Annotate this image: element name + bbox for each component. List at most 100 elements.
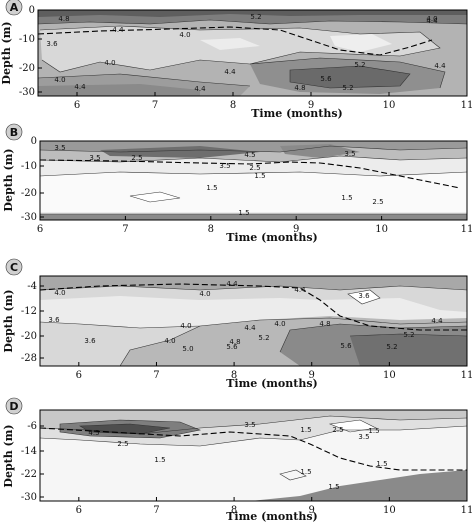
x-tick-label: 11	[461, 224, 474, 235]
contour-label: 1.5	[368, 427, 379, 435]
contour-label: 4.8	[58, 15, 69, 23]
y-axis-label-a: Depth (m)	[0, 21, 13, 84]
contour-labels-a: 4.8 5.2 4.04.44.04.43.64.04.45.25.65.24.84…	[46, 13, 446, 93]
y-tick-label: -22	[21, 469, 37, 480]
contour-label: 2.5	[249, 164, 260, 172]
y-axis-label-c: Depth (m)	[2, 289, 15, 352]
contour-label: 5.0	[182, 345, 193, 353]
panel-label-badge-d	[5, 397, 23, 415]
contour-label: 4.4	[194, 85, 206, 93]
x-ticks-b: 6 7 8 9 10 11	[37, 216, 474, 235]
y-tick-label: -12	[21, 306, 37, 317]
contour-label: 3.5	[344, 150, 355, 158]
panel-label-c: C	[10, 261, 18, 274]
y-tick-label: -4	[27, 281, 37, 292]
contour-label: 3.6	[358, 292, 370, 300]
x-tick-label: 10	[383, 505, 396, 516]
contour-label: 1.5	[300, 426, 311, 434]
x-tick-label: 10	[383, 370, 396, 381]
contour-label: 5.6	[320, 75, 332, 83]
contour-label: 5.6	[226, 343, 238, 351]
y-ticks-b: 0 -10 -20 -30	[21, 136, 44, 223]
x-tick-label: 7	[122, 224, 128, 235]
contour-label: 4.0	[104, 59, 115, 67]
contour-label: 4.8	[319, 320, 330, 328]
contour-label: 1.5	[238, 209, 249, 217]
y-tick-label: -20	[21, 188, 37, 199]
x-tick-label: 10	[375, 224, 388, 235]
x-tick-label: 8	[208, 224, 214, 235]
contour-label: 3.6	[84, 337, 96, 345]
contour-label: 1.5	[206, 184, 217, 192]
x-axis-label-c: Time (months)	[226, 377, 318, 390]
x-tick-label: 7	[152, 100, 158, 111]
x-tick-label: 7	[153, 370, 159, 381]
contour-label: 3.5	[244, 421, 255, 429]
x-ticks-d: 6 7 8 9 10 11	[76, 497, 474, 516]
x-tick-label: 11	[461, 505, 474, 516]
contour-label: 3.5	[54, 144, 65, 152]
y-tick-label: -30	[21, 212, 37, 223]
y-tick-label: -30	[21, 492, 37, 503]
x-tick-label: 9	[308, 100, 314, 111]
contour-label: 5.2	[403, 331, 414, 339]
panel-a: 4.8 5.2 4.04.44.04.43.64.04.45.25.65.24.84…	[0, 0, 473, 120]
panel-label-badge-b	[5, 123, 23, 141]
contour-label: 2.5	[332, 426, 343, 434]
contour-label: 2.5	[131, 154, 142, 162]
contour-label: 1.5	[341, 194, 352, 202]
contour-label: 3.5	[219, 162, 230, 170]
contour-label: 3.5	[89, 154, 100, 162]
contour-label: 4.0	[180, 322, 191, 330]
y-tick-label: -10	[21, 161, 37, 172]
contour-labels-d: 3.54.52.52.53.51.51.51.51.51.51.5	[88, 421, 387, 491]
y-ticks-d: -6 -14 -22 -30	[21, 421, 44, 503]
y-ticks-c: -4 -12 -20 -28	[21, 281, 44, 364]
y-tick-label: -10	[19, 34, 35, 45]
x-axis-label-b: Time (months)	[226, 231, 318, 244]
panel-d: 3.54.52.52.53.51.51.51.51.51.51.5 6 7 8 9 10…	[2, 397, 474, 523]
contour-label: 5.2	[342, 84, 353, 92]
contour-label: 5.2	[250, 13, 261, 21]
y-tick-label: -20	[19, 63, 35, 74]
x-tick-label: 7	[153, 505, 159, 516]
x-ticks-c: 6 7 8 9 10 11	[76, 362, 473, 381]
contour-label: 4.4	[74, 83, 86, 91]
contour-label: 4.4	[294, 286, 306, 294]
y-tick-label: -6	[27, 421, 37, 432]
x-tick-label: 9	[309, 505, 315, 516]
contour-label: 4.0	[199, 290, 210, 298]
contour-label: 3.5	[358, 433, 369, 441]
contour-label: 4.4	[226, 280, 238, 288]
contour-label: 4.8	[294, 84, 305, 92]
y-tick-label: -14	[21, 446, 37, 457]
x-tick-label: 9	[309, 370, 315, 381]
y-tick-label: 0	[31, 136, 37, 147]
contour-label: 4.4	[244, 324, 256, 332]
contour-label: 2.5	[117, 440, 128, 448]
x-tick-label: 9	[293, 224, 299, 235]
y-axis-label-d: Depth (m)	[2, 424, 15, 487]
contour-label: 4.4	[426, 17, 438, 25]
y-tick-label: -30	[19, 87, 35, 98]
y-ticks-a: 0 -10 -20 -30	[19, 5, 42, 98]
contour-label: 4.0	[274, 320, 285, 328]
contour-label: 4.5	[88, 429, 99, 437]
panel-c: 4.44.0 4.0 4.43.63.64.0 4.0 4.84.44.45.2 5.23…	[2, 258, 473, 390]
x-tick-label: 8	[230, 100, 236, 111]
x-tick-label: 6	[76, 505, 82, 516]
x-tick-label: 6	[76, 370, 82, 381]
x-tick-label: 6	[37, 224, 43, 235]
contour-labels-c: 4.44.0 4.0 4.43.63.64.0 4.0 4.84.44.45.2 5.23…	[48, 280, 443, 353]
x-axis-label-d: Time (months)	[226, 510, 318, 523]
x-tick-label: 10	[383, 100, 396, 111]
contour-labels-b: 3.53.5 2.5 4.53.53.52.51.51.52.51.51.5	[54, 144, 383, 217]
y-tick-label: -20	[21, 331, 37, 342]
panel-label-d: D	[9, 400, 18, 413]
contour-label: 4.4	[434, 62, 446, 70]
contour-label: 3.6	[46, 40, 58, 48]
panel-label-b: B	[10, 126, 18, 139]
contour-label: 5.6	[340, 342, 352, 350]
contour-label: 1.5	[328, 483, 339, 491]
